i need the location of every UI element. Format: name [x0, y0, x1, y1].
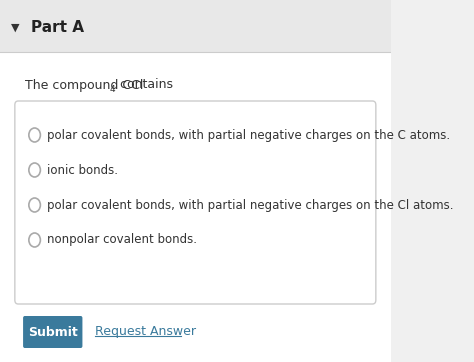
- Text: nonpolar covalent bonds.: nonpolar covalent bonds.: [47, 233, 197, 247]
- Text: polar covalent bonds, with partial negative charges on the C atoms.: polar covalent bonds, with partial negat…: [47, 129, 450, 142]
- Text: polar covalent bonds, with partial negative charges on the Cl atoms.: polar covalent bonds, with partial negat…: [47, 198, 454, 211]
- FancyBboxPatch shape: [23, 316, 82, 348]
- Text: ionic bonds.: ionic bonds.: [47, 164, 118, 177]
- Text: Submit: Submit: [28, 325, 78, 338]
- Text: 4: 4: [109, 85, 115, 94]
- Text: ▼: ▼: [10, 23, 19, 33]
- FancyBboxPatch shape: [0, 52, 391, 362]
- FancyBboxPatch shape: [0, 0, 391, 52]
- FancyBboxPatch shape: [15, 101, 376, 304]
- Text: Part A: Part A: [31, 21, 84, 35]
- Text: Request Answer: Request Answer: [95, 325, 196, 338]
- Text: contains: contains: [116, 79, 173, 92]
- Text: The compound CCl: The compound CCl: [25, 79, 143, 92]
